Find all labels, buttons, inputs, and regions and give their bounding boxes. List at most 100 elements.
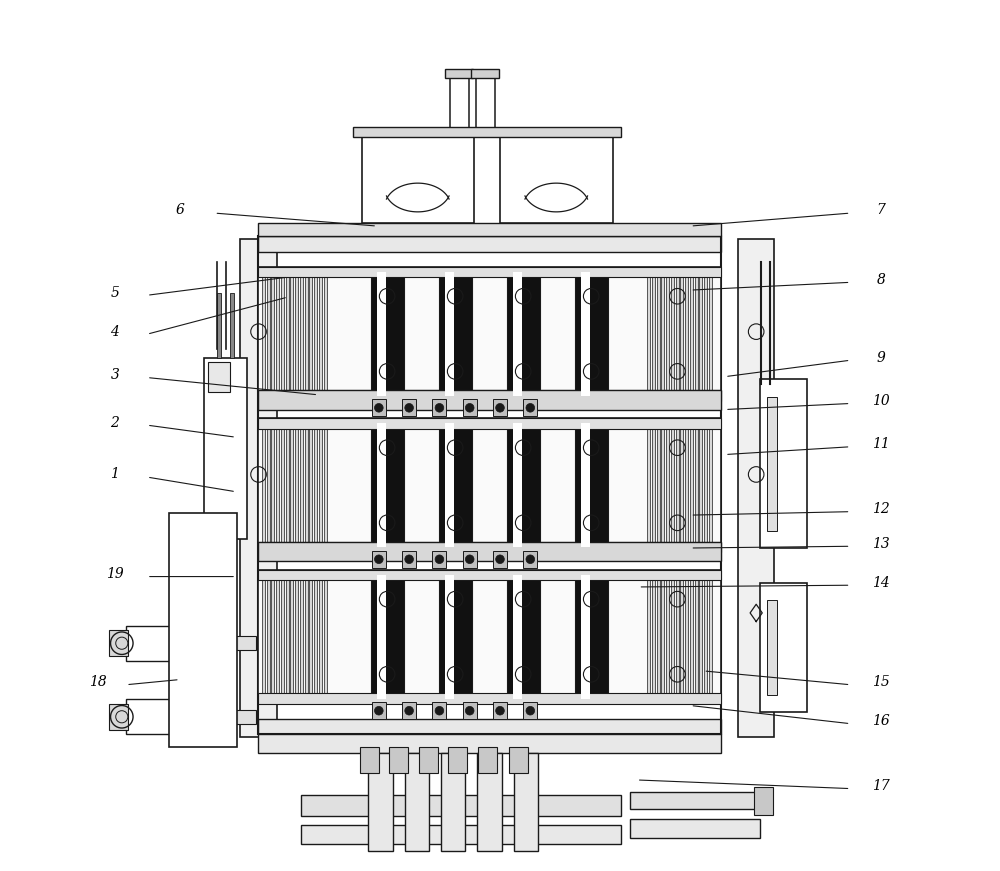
Bar	[258, 236, 721, 252]
Bar	[295, 577, 298, 697]
Bar	[450, 78, 469, 137]
Bar	[402, 550, 416, 568]
Bar	[676, 425, 679, 545]
Bar	[754, 787, 773, 814]
Bar	[439, 423, 472, 547]
Bar	[507, 575, 540, 699]
Circle shape	[375, 403, 383, 412]
Bar	[760, 379, 807, 548]
Bar	[286, 577, 289, 697]
Bar	[493, 550, 507, 568]
Bar	[402, 702, 416, 719]
Bar	[652, 273, 655, 394]
Circle shape	[465, 403, 474, 412]
Bar	[513, 423, 522, 547]
Bar	[652, 425, 655, 545]
Bar	[319, 273, 322, 394]
Bar	[281, 425, 284, 545]
Text: 13: 13	[872, 537, 890, 550]
Bar	[405, 753, 429, 851]
Text: 12: 12	[872, 502, 890, 516]
Bar	[704, 577, 707, 697]
Bar	[647, 273, 650, 394]
Bar	[432, 550, 446, 568]
Bar	[509, 747, 528, 773]
Bar	[441, 753, 465, 851]
Bar	[760, 583, 807, 712]
Bar	[258, 390, 721, 401]
Text: 16: 16	[872, 714, 890, 728]
Bar	[286, 273, 289, 394]
Bar	[258, 267, 721, 277]
Bar	[575, 272, 608, 395]
Bar	[507, 272, 540, 395]
Bar	[652, 577, 655, 697]
Text: 3: 3	[110, 368, 119, 381]
Bar	[685, 425, 688, 545]
Bar	[305, 425, 308, 545]
Bar	[680, 273, 683, 394]
Bar	[258, 542, 721, 552]
Bar	[704, 273, 707, 394]
Bar	[309, 425, 312, 545]
Circle shape	[465, 555, 474, 564]
Bar	[671, 425, 674, 545]
Bar	[301, 794, 621, 816]
Circle shape	[526, 706, 535, 715]
Bar	[230, 293, 234, 358]
Text: 18: 18	[89, 675, 106, 689]
Bar	[699, 425, 702, 545]
Bar	[258, 570, 721, 704]
Bar	[372, 550, 386, 568]
Bar	[276, 273, 279, 394]
Text: 11: 11	[872, 437, 890, 451]
Bar	[267, 577, 270, 697]
Bar	[500, 137, 613, 224]
Bar	[671, 577, 674, 697]
Bar	[276, 425, 279, 545]
Bar	[685, 577, 688, 697]
Bar	[445, 575, 454, 699]
Circle shape	[405, 555, 413, 564]
Bar	[377, 272, 386, 395]
Bar	[314, 425, 317, 545]
Bar	[353, 126, 621, 137]
Bar	[314, 577, 317, 697]
Bar	[258, 570, 721, 580]
Bar	[402, 399, 416, 416]
Bar	[258, 224, 721, 236]
Bar	[372, 399, 386, 416]
Bar	[324, 425, 327, 545]
Bar	[523, 550, 537, 568]
Bar	[709, 577, 712, 697]
Bar	[630, 792, 760, 809]
Bar	[767, 396, 777, 530]
Circle shape	[405, 403, 413, 412]
Bar	[699, 577, 702, 697]
Bar	[309, 577, 312, 697]
Bar	[258, 267, 721, 401]
Bar	[493, 702, 507, 719]
Bar	[319, 577, 322, 697]
Bar	[126, 626, 187, 660]
Bar	[301, 825, 621, 844]
Bar	[471, 70, 499, 78]
Bar	[208, 362, 230, 392]
Text: 19: 19	[106, 567, 124, 581]
Bar	[258, 719, 721, 734]
Bar	[432, 399, 446, 416]
Bar	[290, 273, 293, 394]
Bar	[661, 273, 664, 394]
Bar	[187, 710, 256, 724]
Bar	[666, 273, 669, 394]
Bar	[267, 425, 270, 545]
Bar	[324, 577, 327, 697]
Bar	[445, 272, 454, 395]
Bar	[657, 273, 660, 394]
Bar	[305, 577, 308, 697]
Bar	[419, 747, 438, 773]
Circle shape	[435, 555, 444, 564]
Bar	[281, 273, 284, 394]
Circle shape	[435, 706, 444, 715]
Text: 8: 8	[876, 273, 885, 287]
